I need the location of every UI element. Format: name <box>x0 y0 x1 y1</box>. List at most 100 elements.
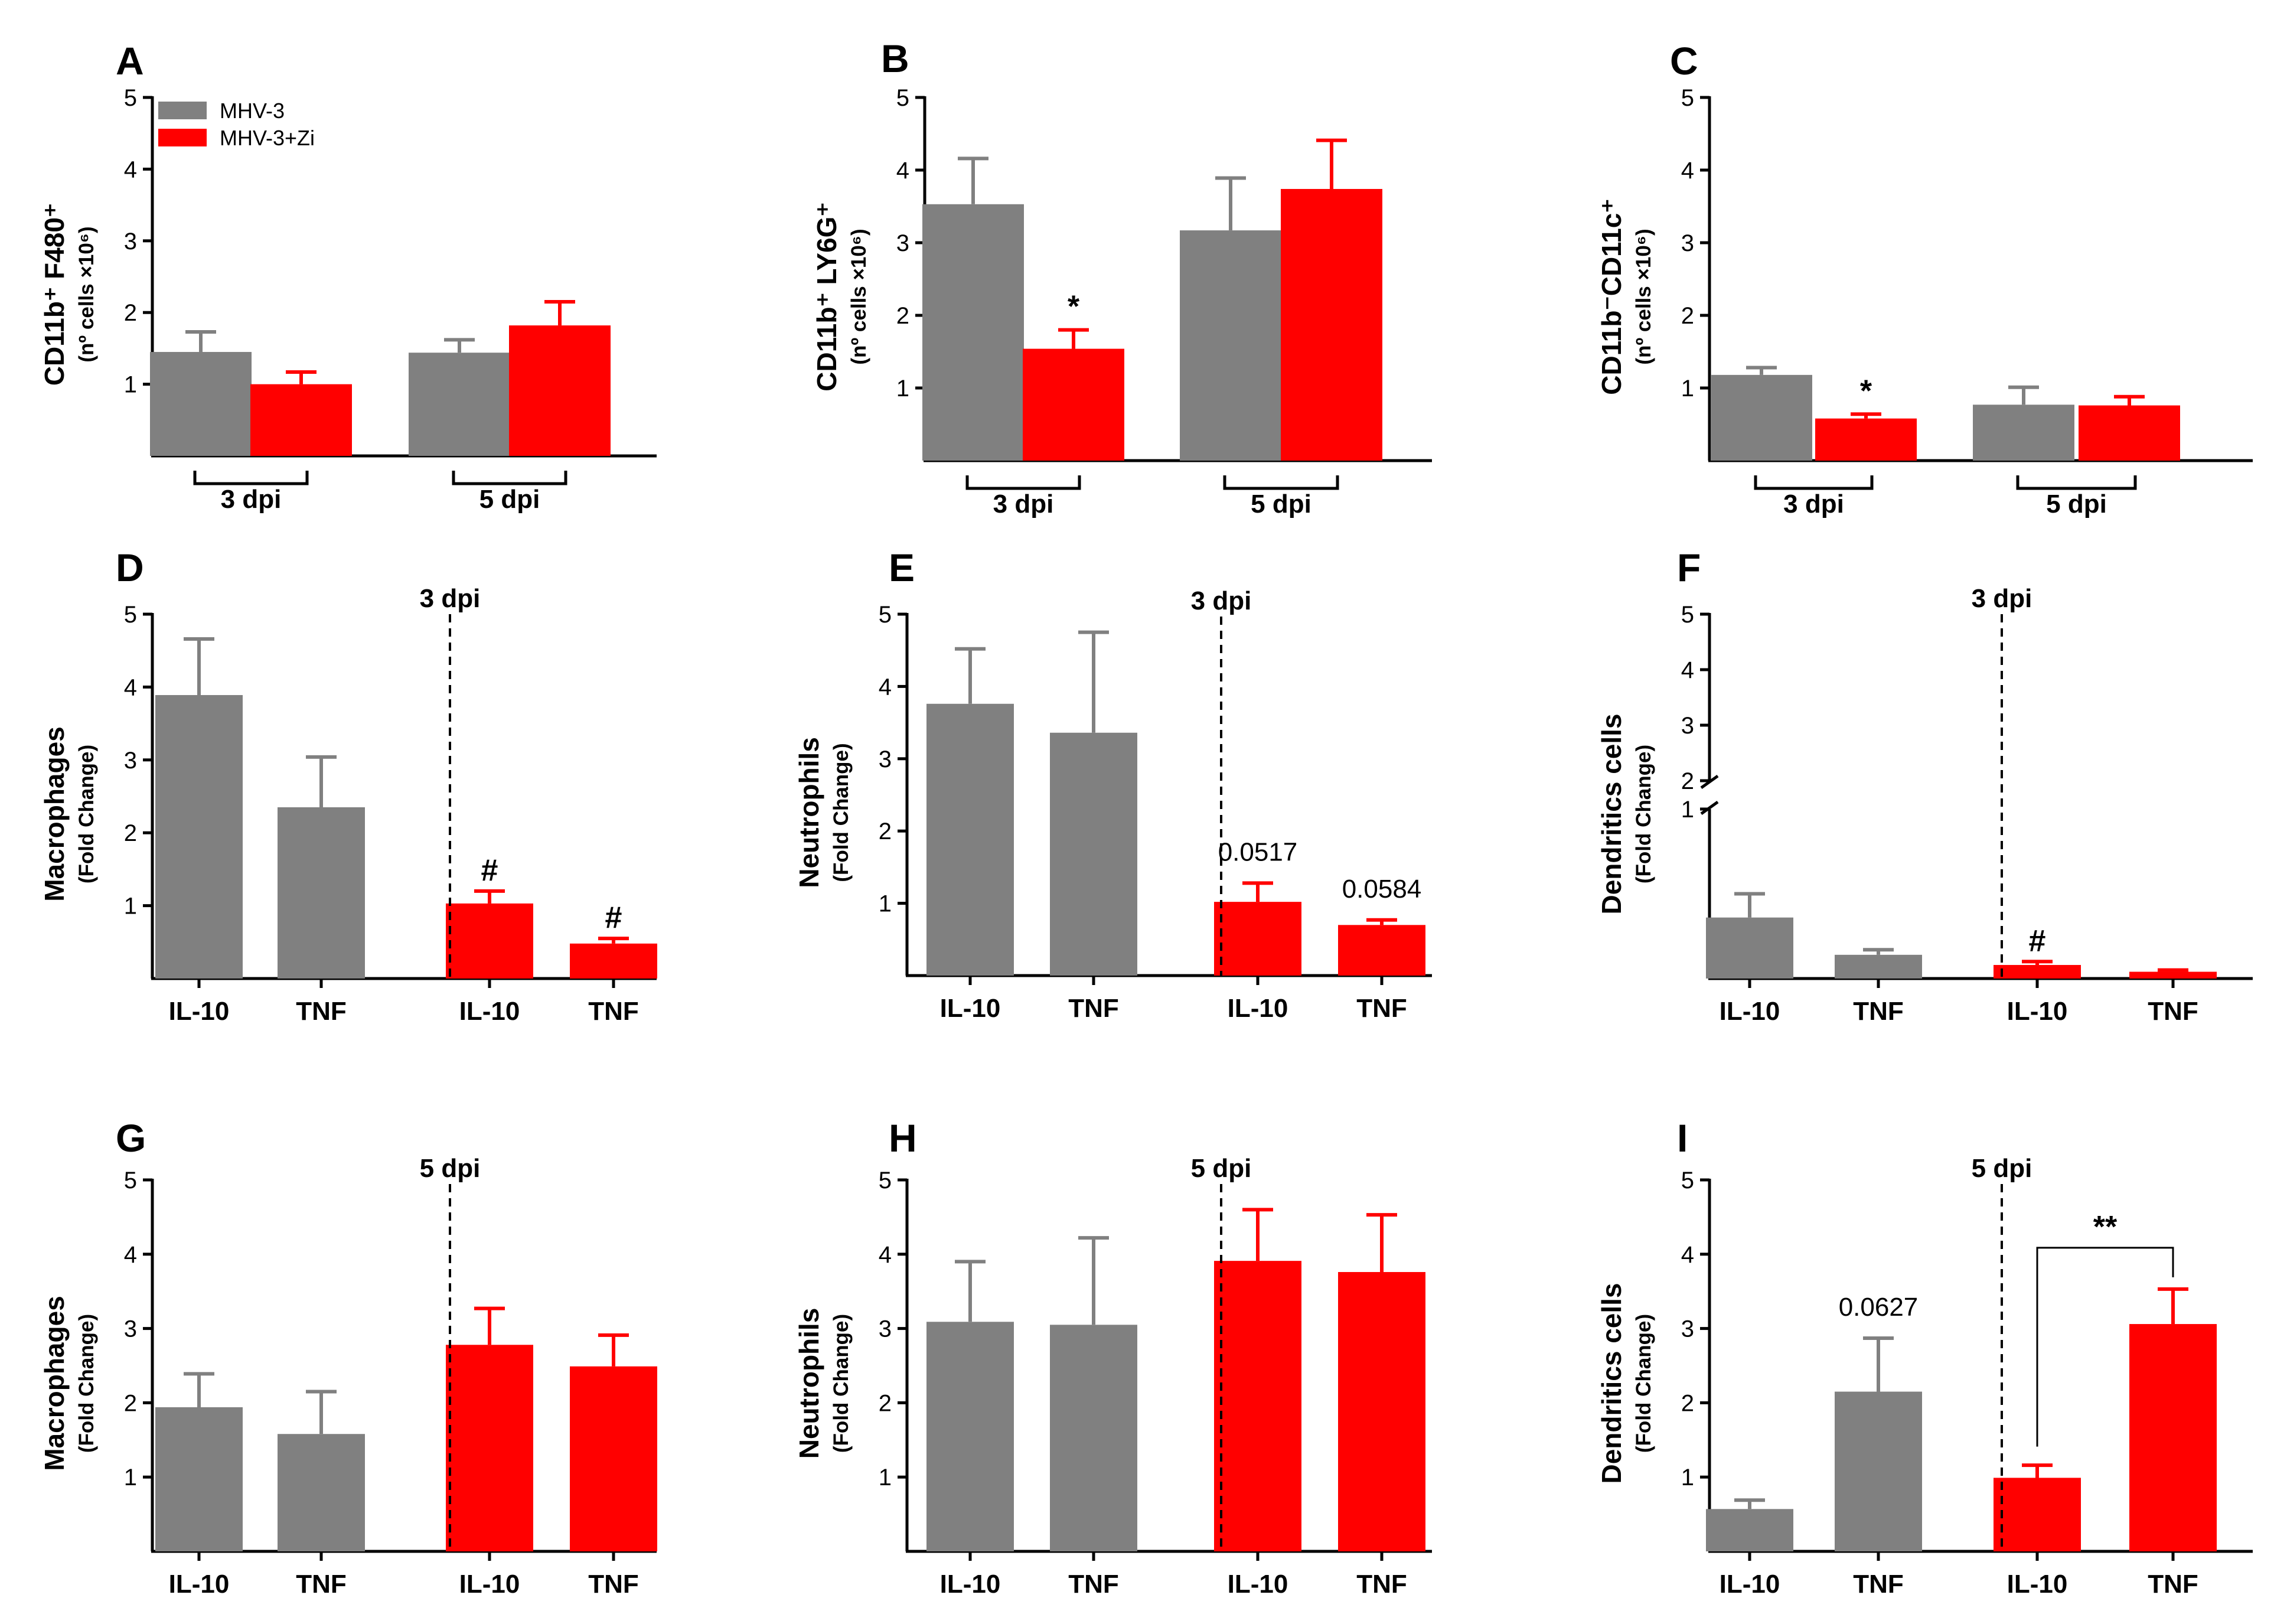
y-tick-label: 4 <box>896 158 909 184</box>
bar-il-10-mhv3 <box>155 1407 243 1551</box>
x-category-label: TNF <box>1068 994 1119 1023</box>
divider-label: 3 dpi <box>420 584 481 613</box>
y-tick-label: 4 <box>124 674 137 700</box>
panel-e-letter: E <box>889 546 915 589</box>
x-category-label: IL-10 <box>169 1570 230 1599</box>
y-axis-sublabel: (Fold Change) <box>830 743 853 882</box>
y-tick-label: 3 <box>1681 230 1694 256</box>
significance-marker: * <box>1068 290 1080 324</box>
y-tick-label: 4 <box>879 1242 892 1268</box>
group-label-3-dpi: 3 dpi <box>993 490 1054 518</box>
significance-marker: # <box>605 901 622 935</box>
legend-label-mhv3: MHV-3 <box>220 99 285 123</box>
y-tick-label: 4 <box>124 156 137 182</box>
bar-tnf-mhv3-zi <box>570 943 657 979</box>
panel-c-letter: C <box>1670 39 1698 83</box>
y-tick-label: 4 <box>879 674 892 700</box>
panel-i: I 1 2 3 4 5 Dendritics cells (Fold Change) IL-10… <box>1596 1116 2253 1599</box>
x-category-label: IL-10 <box>1228 1570 1288 1599</box>
y-tick-label: 4 <box>1681 1242 1694 1268</box>
y-tick-label: 3 <box>124 1316 137 1342</box>
group-label-5-dpi: 5 dpi <box>1251 490 1311 518</box>
bar-il-10-mhv3 <box>1706 1509 1793 1551</box>
y-tick-label: 1 <box>1681 1465 1694 1491</box>
x-category-label: TNF <box>1853 997 1904 1026</box>
x-category-label: IL-10 <box>2007 997 2068 1026</box>
x-category-label: IL-10 <box>1228 994 1288 1023</box>
bar-il-10-mhv3-zi <box>446 1345 533 1551</box>
group-label-5-dpi: 5 dpi <box>2046 490 2107 518</box>
x-category-label: TNF <box>2148 997 2198 1026</box>
y-tick-label: 5 <box>879 602 892 628</box>
legend-label-mhv3-zi: MHV-3+Zi <box>220 126 315 150</box>
x-category-label: IL-10 <box>1720 997 1780 1026</box>
y-tick-label: 1 <box>879 891 892 917</box>
bar-tnf-mhv3-zi <box>2129 1324 2217 1551</box>
y-tick-label: 3 <box>879 746 892 772</box>
y-axis-sublabel: (Fold Change) <box>1632 1314 1655 1453</box>
bar-tnf-mhv3 <box>1050 732 1137 976</box>
bar-il-10-mhv3 <box>155 694 243 979</box>
p-value-label: 0.0517 <box>1218 837 1298 866</box>
bar-mhv3-0 <box>150 351 252 456</box>
y-tick-label: 1 <box>896 376 909 402</box>
y-axis-sublabel: (nº cells ×10⁶) <box>1632 229 1655 364</box>
y-tick-label: 5 <box>124 85 137 111</box>
y-axis-sublabel: (Fold Change) <box>1632 745 1655 883</box>
y-tick-label: 4 <box>124 1242 137 1268</box>
y-tick-label: 4 <box>1681 158 1694 184</box>
y-tick-label: 2 <box>124 300 137 326</box>
y-axis-sublabel: (Fold Change) <box>830 1314 853 1453</box>
legend-swatch-mhv3 <box>158 102 207 119</box>
y-tick-label: 1 <box>1681 376 1694 402</box>
significance-marker: # <box>481 853 498 888</box>
y-tick-label: 5 <box>1681 1168 1694 1193</box>
y-tick-label: 2 <box>124 820 137 846</box>
x-category-label: IL-10 <box>1720 1570 1780 1599</box>
divider-label: 3 dpi <box>1972 584 2032 613</box>
y-tick-label: 3 <box>124 748 137 774</box>
x-category-label: IL-10 <box>169 997 230 1026</box>
bar-il-10-mhv3 <box>1706 917 1793 979</box>
bar-mhv3-zi-0 <box>1815 418 1917 461</box>
y-tick-label: 5 <box>124 602 137 628</box>
y-axis-sublabel: (Fold Change) <box>75 745 98 883</box>
x-category-label: IL-10 <box>2007 1570 2068 1599</box>
bar-mhv3-1 <box>409 353 510 456</box>
y-tick-label: 2 <box>124 1390 137 1416</box>
p-value-label: 0.0627 <box>1839 1293 1919 1322</box>
y-axis-label: CD11b⁻CD11c⁺ <box>1596 198 1627 394</box>
divider-label: 5 dpi <box>1972 1154 2032 1183</box>
y-tick-label: 5 <box>879 1168 892 1193</box>
bar-il-10-mhv3-zi <box>1994 965 2081 979</box>
panel-e: E 1 2 3 4 5 Neutrophils (Fold Change) IL-10 TNF IL… <box>794 546 1432 1023</box>
y-tick-label: 5 <box>896 85 909 111</box>
y-tick-label: 3 <box>879 1316 892 1342</box>
y-tick-label: 1 <box>124 893 137 919</box>
y-tick-label: 5 <box>1681 602 1694 628</box>
bar-mhv3-zi-1 <box>509 325 611 456</box>
legend-swatch-mhv3-zi <box>158 129 207 146</box>
x-category-label: TNF <box>1853 1570 1904 1599</box>
y-tick-label: 5 <box>124 1168 137 1193</box>
y-axis-label: CD11b⁺ F480⁺ <box>39 203 70 386</box>
panel-h-letter: H <box>889 1116 917 1160</box>
panel-a: A 1 2 3 4 5 CD11b⁺ F480⁺ (nº cells ×10⁶) 3 dpi 5 … <box>39 39 657 514</box>
divider-label: 5 dpi <box>1191 1154 1252 1183</box>
bar-tnf-mhv3-zi <box>570 1366 657 1551</box>
y-tick-label: 5 <box>1681 85 1694 111</box>
bar-tnf-mhv3-zi <box>2129 971 2217 979</box>
y-axis-label: Dendritics cells <box>1596 713 1627 914</box>
group-label-3-dpi: 3 dpi <box>221 485 282 514</box>
y-tick-label: 3 <box>896 230 909 256</box>
bar-mhv3-0 <box>1711 374 1812 461</box>
group-bracket <box>452 471 567 485</box>
y-tick-label: 2 <box>1681 768 1694 794</box>
y-tick-label: 2 <box>1681 1390 1694 1416</box>
significance-marker: * <box>1860 374 1872 408</box>
bar-il-10-mhv3 <box>926 1322 1014 1551</box>
panel-f: F 1 2 3 4 5 Dendritics cells (Fold Change) IL-10… <box>1596 546 2253 1026</box>
significance-marker: # <box>2029 924 2046 958</box>
significance-marker: ** <box>2093 1210 2118 1244</box>
y-tick-label: 1 <box>124 372 137 398</box>
